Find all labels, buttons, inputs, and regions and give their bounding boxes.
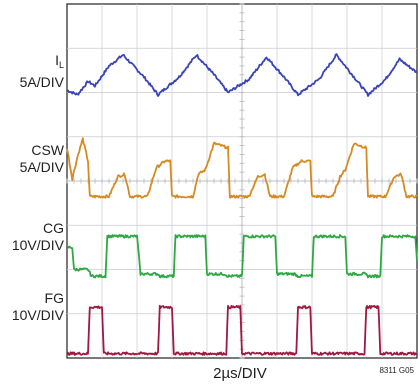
label-fg: FG 10V/DIV	[12, 290, 64, 324]
label-il-scale: 5A/DIV	[19, 74, 64, 90]
label-cg-scale: 10V/DIV	[11, 237, 64, 253]
label-fg-name: FG	[44, 290, 64, 306]
figure-id: 8311 G05	[379, 366, 414, 375]
label-csw-scale: 5A/DIV	[19, 159, 64, 175]
label-il-subscript: L	[58, 60, 64, 70]
trace-fg	[66, 304, 418, 356]
label-cg: CG 10V/DIV	[12, 220, 64, 254]
label-cg-name: CG	[43, 220, 64, 236]
trace-csw	[66, 137, 418, 199]
label-csw: CSW 5A/DIV	[20, 142, 64, 176]
traces	[66, 53, 418, 356]
trace-cg	[66, 234, 418, 279]
label-il: IL 5A/DIV	[19, 52, 64, 90]
label-csw-name: CSW	[31, 142, 64, 158]
x-axis-label: 2µs/DIV	[213, 365, 267, 382]
label-fg-scale: 10V/DIV	[11, 307, 64, 323]
grid	[66, 3, 418, 359]
trace-il	[66, 53, 418, 97]
